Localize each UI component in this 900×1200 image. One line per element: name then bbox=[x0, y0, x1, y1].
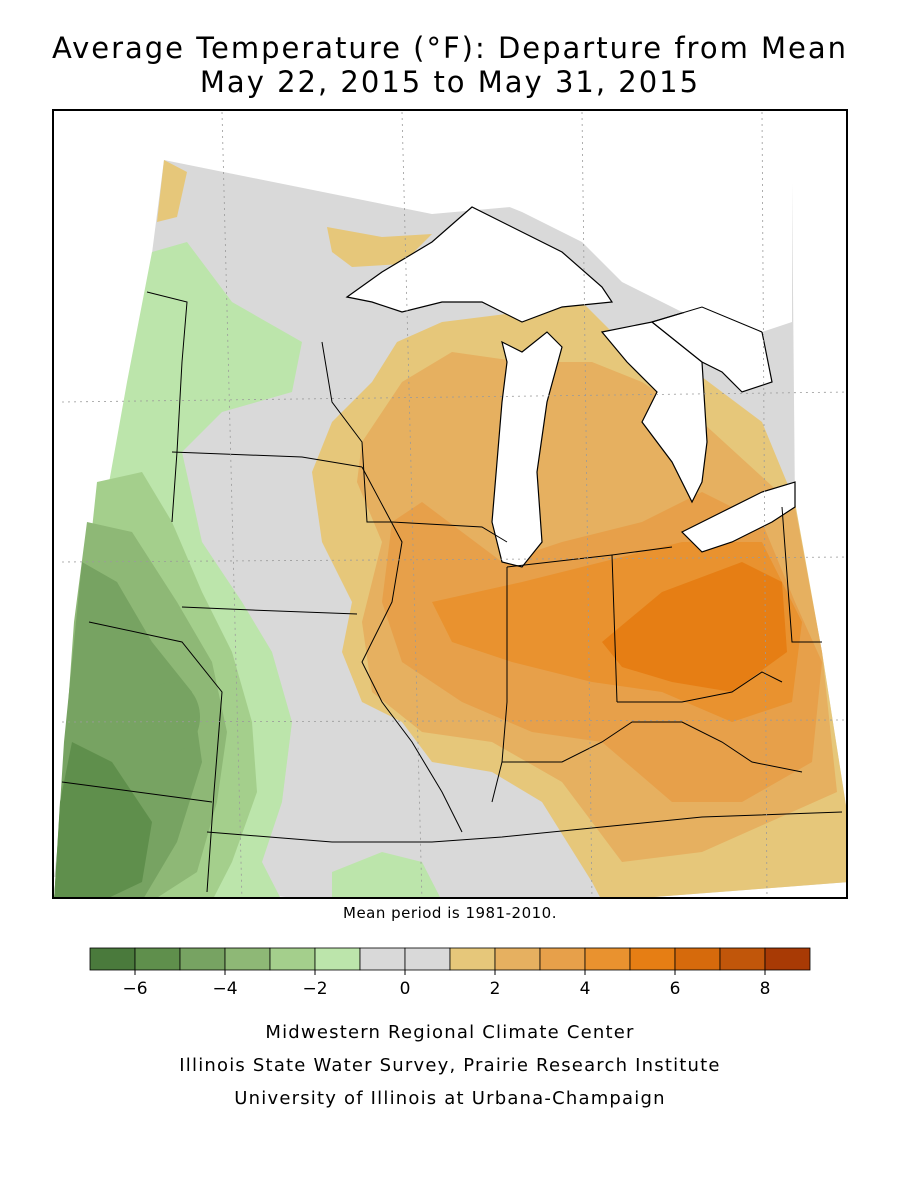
legend-swatch bbox=[494, 947, 541, 971]
legend-swatch bbox=[134, 947, 181, 971]
map-title-line-2: May 22, 2015 to May 31, 2015 bbox=[199, 65, 701, 99]
legend-swatch bbox=[404, 947, 451, 971]
legend-swatch bbox=[674, 947, 721, 971]
legend-tick-label: −6 bbox=[122, 979, 147, 999]
legend-swatch bbox=[89, 947, 136, 971]
lake-superior bbox=[345, 206, 614, 323]
zone-green-5 bbox=[54, 742, 152, 897]
canada-north-area bbox=[432, 182, 792, 332]
legend-swatch bbox=[584, 947, 631, 971]
legend-swatch bbox=[629, 947, 676, 971]
zone-green-south bbox=[332, 852, 440, 897]
credit-line-1: Midwestern Regional Climate Center bbox=[265, 1022, 635, 1043]
state-boundaries bbox=[61, 291, 843, 893]
legend-tick-label: 0 bbox=[400, 979, 411, 999]
legend-tick-label: 8 bbox=[760, 979, 771, 999]
lake-michigan bbox=[491, 331, 563, 568]
legend-tick-label: 4 bbox=[580, 979, 591, 999]
lake-erie bbox=[680, 481, 796, 553]
legend-swatch bbox=[314, 947, 361, 971]
credit-line-2: Illinois State Water Survey, Prairie Res… bbox=[179, 1055, 721, 1076]
legend-tick-label: −4 bbox=[212, 979, 237, 999]
map-title-line-1: Average Temperature (°F): Departure from… bbox=[51, 31, 849, 65]
credit-line-3: University of Illinois at Urbana-Champai… bbox=[234, 1088, 666, 1109]
temperature-departure-map bbox=[54, 111, 846, 897]
zone-yellow-nw bbox=[157, 160, 187, 222]
legend-swatch bbox=[179, 947, 226, 971]
legend-swatch bbox=[224, 947, 271, 971]
zone-green-pocket bbox=[144, 682, 200, 752]
mean-period-note: Mean period is 1981-2010. bbox=[343, 904, 557, 922]
zone-orange-4 bbox=[602, 562, 787, 692]
legend-swatch bbox=[449, 947, 496, 971]
color-legend: −6 −4 −2 0 2 4 6 8 bbox=[89, 947, 811, 999]
legend-tick-label: 6 bbox=[670, 979, 681, 999]
legend-swatch bbox=[764, 947, 811, 971]
legend-tick-label: 2 bbox=[490, 979, 501, 999]
legend-swatch bbox=[269, 947, 316, 971]
map-frame bbox=[52, 109, 848, 899]
legend-tick-label: −2 bbox=[302, 979, 327, 999]
legend-swatch bbox=[539, 947, 586, 971]
legend-swatch bbox=[719, 947, 766, 971]
legend-swatch bbox=[359, 947, 406, 971]
